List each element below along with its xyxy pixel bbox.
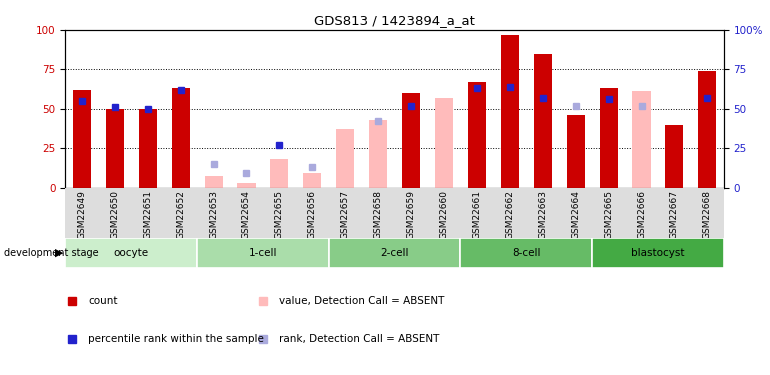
Bar — [632, 92, 651, 188]
Text: percentile rank within the sample: percentile rank within the sample — [89, 334, 264, 344]
Bar — [237, 183, 256, 188]
Bar — [369, 120, 387, 188]
Bar — [402, 93, 420, 188]
Bar — [600, 88, 618, 188]
Text: GSM22658: GSM22658 — [373, 190, 383, 239]
Text: GSM22653: GSM22653 — [209, 190, 218, 239]
Text: GSM22668: GSM22668 — [703, 190, 711, 239]
Text: GSM22655: GSM22655 — [275, 190, 284, 239]
Text: GSM22649: GSM22649 — [78, 190, 86, 239]
Bar — [500, 35, 519, 188]
Bar — [105, 109, 124, 188]
Bar — [172, 88, 189, 188]
Bar — [329, 238, 460, 268]
Bar — [65, 238, 197, 268]
Text: value, Detection Call = ABSENT: value, Detection Call = ABSENT — [280, 296, 445, 306]
Text: 8-cell: 8-cell — [512, 248, 541, 258]
Text: GSM22667: GSM22667 — [670, 190, 679, 239]
Text: GSM22664: GSM22664 — [571, 190, 580, 239]
Text: count: count — [89, 296, 118, 306]
Text: rank, Detection Call = ABSENT: rank, Detection Call = ABSENT — [280, 334, 440, 344]
Bar — [468, 82, 486, 188]
Title: GDS813 / 1423894_a_at: GDS813 / 1423894_a_at — [314, 15, 475, 27]
Bar — [197, 238, 329, 268]
Text: GSM22651: GSM22651 — [143, 190, 152, 239]
Text: GSM22661: GSM22661 — [473, 190, 481, 239]
Text: development stage: development stage — [4, 248, 99, 258]
Text: GSM22662: GSM22662 — [505, 190, 514, 239]
Text: GSM22650: GSM22650 — [110, 190, 119, 239]
Text: 2-cell: 2-cell — [380, 248, 409, 258]
Text: GSM22654: GSM22654 — [242, 190, 251, 239]
Text: GSM22665: GSM22665 — [604, 190, 613, 239]
Bar — [336, 129, 354, 188]
Bar — [534, 54, 552, 188]
Text: GSM22657: GSM22657 — [341, 190, 350, 239]
Text: GSM22660: GSM22660 — [440, 190, 448, 239]
Bar — [435, 98, 453, 188]
Bar — [460, 238, 592, 268]
Text: GSM22666: GSM22666 — [637, 190, 646, 239]
Bar — [698, 71, 716, 188]
Bar — [665, 124, 684, 188]
Text: oocyte: oocyte — [114, 248, 149, 258]
Text: blastocyst: blastocyst — [631, 248, 685, 258]
Bar — [592, 238, 724, 268]
Text: GSM22656: GSM22656 — [308, 190, 316, 239]
Text: GSM22659: GSM22659 — [407, 190, 416, 239]
Text: ▶: ▶ — [55, 248, 63, 258]
Text: 1-cell: 1-cell — [249, 248, 277, 258]
Bar — [567, 115, 584, 188]
Text: GSM22652: GSM22652 — [176, 190, 185, 239]
Bar — [303, 173, 321, 188]
Bar — [270, 159, 289, 188]
Bar — [139, 109, 157, 188]
Text: GSM22663: GSM22663 — [538, 190, 547, 239]
Bar — [73, 90, 91, 188]
Bar — [205, 177, 223, 188]
